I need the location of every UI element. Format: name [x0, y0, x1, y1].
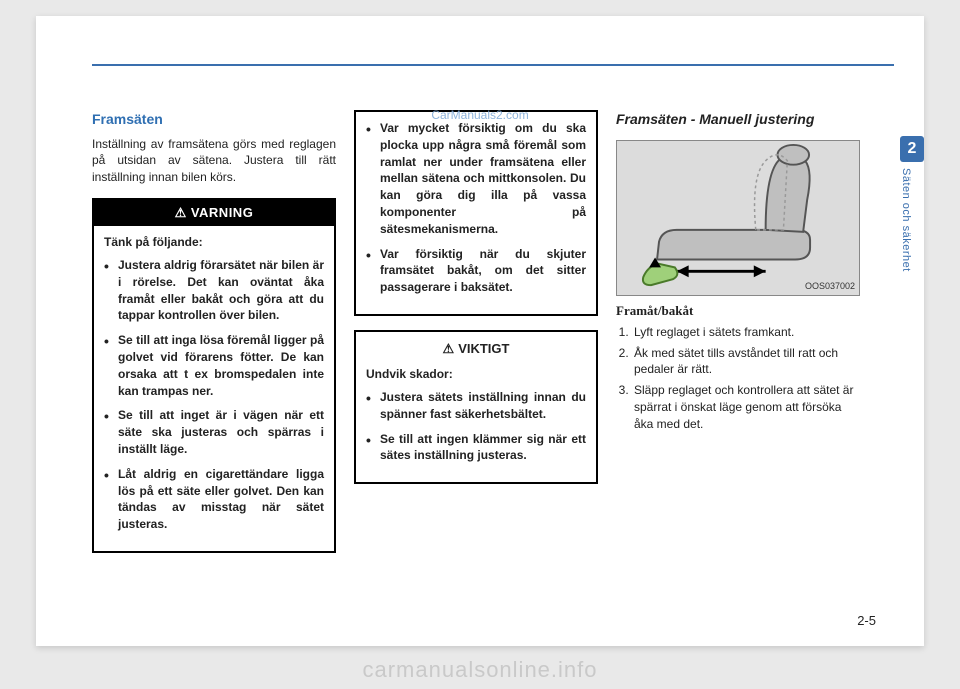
section-title: Framsäten: [92, 110, 336, 130]
figure-id: OOS037002: [805, 280, 855, 293]
content-columns: Framsäten Inställning av framsätena görs…: [92, 110, 862, 567]
step-item: Släpp reglaget och kontrollera att sätet…: [632, 382, 860, 432]
warning-lead: Tänk på följande:: [104, 234, 324, 251]
chapter-number-tab: 2: [900, 136, 924, 162]
warning-icon: ⚠: [175, 204, 187, 222]
important-header: ⚠VIKTIGT: [366, 340, 586, 358]
watermark-bottom: carmanualsonline.info: [362, 657, 597, 683]
important-box: ⚠VIKTIGT Undvik skador: Justera sätets i…: [354, 330, 598, 484]
warning-item: Se till att inget är i vägen när ett sät…: [104, 407, 324, 457]
col3-title: Framsäten - Manuell justering: [616, 110, 860, 130]
important-item: Se till att ingen klämmer sig när ett sä…: [366, 431, 586, 465]
seat-figure: OOS037002: [616, 140, 860, 296]
step-item: Lyft reglaget i sätets framkant.: [632, 324, 860, 341]
warning-item: Justera aldrig förarsätet när bilen är i…: [104, 257, 324, 324]
warning-header: ⚠ VARNING: [94, 200, 334, 226]
warning-box-cont: Var mycket försiktig om du ska plocka up…: [354, 110, 598, 316]
warning-item: Låt aldrig en cigarettändare ligga lös p…: [104, 466, 324, 533]
top-rule: [92, 64, 894, 66]
warning-item: Var försiktig när du skjuter framsätet b…: [366, 246, 586, 296]
important-header-label: VIKTIGT: [458, 341, 509, 356]
steps-list: Lyft reglaget i sätets framkant. Åk med …: [616, 324, 860, 433]
warning-box: ⚠ VARNING Tänk på följande: Justera aldri…: [92, 198, 336, 553]
warning-icon: ⚠: [443, 341, 455, 356]
intro-text: Inställning av framsätena görs med regla…: [92, 136, 336, 186]
side-tab: 2 Säten och säkerhet: [900, 136, 924, 296]
column-3: Framsäten - Manuell justering: [616, 110, 860, 567]
column-2: Var mycket försiktig om du ska plocka up…: [354, 110, 598, 567]
page-number: 2-5: [857, 613, 876, 628]
important-item: Justera sätets inställning innan du spän…: [366, 389, 586, 423]
warning-item: Var mycket försiktig om du ska plocka up…: [366, 120, 586, 238]
manual-page: CarManuals2.com Framsäten Inställning av…: [36, 16, 924, 646]
warning-header-label: VARNING: [191, 205, 253, 220]
warning-cont-list: Var mycket försiktig om du ska plocka up…: [366, 120, 586, 296]
subheading: Framåt/bakåt: [616, 302, 860, 320]
seat-illustration: [617, 141, 859, 295]
step-item: Åk med sätet tills avståndet till ratt o…: [632, 345, 860, 379]
warning-list: Justera aldrig förarsätet när bilen är i…: [104, 257, 324, 533]
warning-item: Se till att inga lösa föremål ligger på …: [104, 332, 324, 399]
column-1: Framsäten Inställning av framsätena görs…: [92, 110, 336, 567]
important-list: Justera sätets inställning innan du spän…: [366, 389, 586, 464]
important-lead: Undvik skador:: [366, 366, 586, 383]
chapter-label: Säten och säkerhet: [900, 168, 912, 288]
